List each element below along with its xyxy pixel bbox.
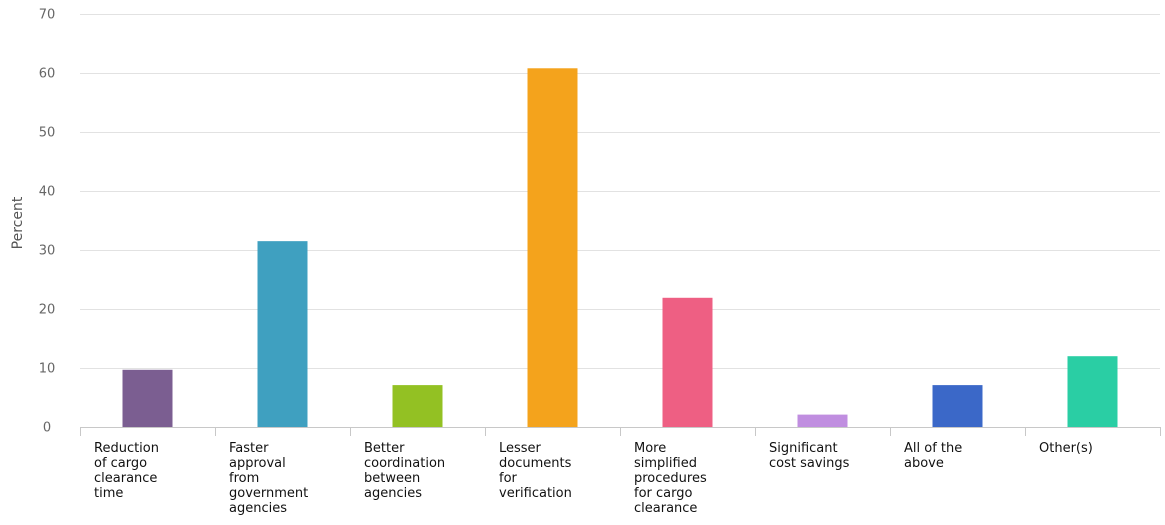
y-tick-label: 70 (39, 8, 56, 23)
bars (122, 68, 1118, 427)
bar (1067, 356, 1118, 427)
x-axis-labels: Reduction of cargo clearance time Faster appr… (94, 441, 1093, 516)
y-axis-title: Percent (10, 196, 26, 249)
bar (257, 241, 308, 427)
y-axis-ticks: 0 10 20 30 40 50 60 70 (39, 8, 56, 436)
x-tick-label: All of the above (904, 441, 962, 471)
x-tick-label: Faster approval from government agencies (229, 441, 308, 516)
x-axis-ticks (80, 427, 1161, 436)
y-tick-label: 60 (39, 67, 56, 82)
x-tick-label: Significant cost savings (769, 441, 850, 471)
bar (122, 369, 173, 427)
bar (527, 68, 578, 427)
y-tick-label: 10 (39, 362, 56, 377)
bar (662, 297, 713, 427)
gridlines (80, 14, 1160, 428)
y-tick-label: 50 (39, 126, 56, 141)
bar (392, 385, 443, 427)
x-tick-label: Better coordination between agencies (364, 441, 445, 501)
x-tick-label: Lesser documents for verification (499, 441, 572, 501)
bar (932, 385, 983, 427)
x-tick-label: Other(s) (1039, 441, 1093, 456)
y-tick-label: 0 (43, 421, 51, 436)
y-tick-label: 40 (39, 185, 56, 200)
x-tick-label: Reduction of cargo clearance time (94, 441, 159, 501)
bar (797, 414, 848, 427)
x-tick-label: More simplified procedures for cargo clearan… (634, 441, 707, 516)
y-tick-label: 20 (39, 303, 56, 318)
y-tick-label: 30 (39, 244, 56, 259)
